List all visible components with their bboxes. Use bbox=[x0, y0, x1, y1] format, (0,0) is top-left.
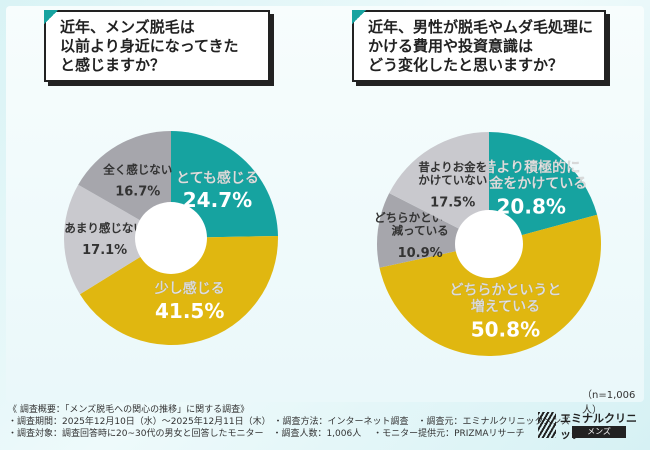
question-1-title: 近年、メンズ脱毛は 以前より身近になってきた と感じますか？ bbox=[44, 10, 270, 82]
slice-value-label: 24.7% bbox=[183, 188, 252, 212]
slice-value-label: 17.5% bbox=[430, 196, 475, 211]
slice-category-label: 増えている bbox=[471, 298, 540, 315]
donut-hole bbox=[455, 210, 523, 278]
donut-hole bbox=[135, 202, 207, 274]
logo: エミナルクリニック メンズ bbox=[538, 410, 638, 444]
slice-category-label: とても感じる bbox=[176, 169, 259, 186]
slice-category-label: 昔よりお金を bbox=[418, 160, 487, 174]
slice-category-label: どちらかというと bbox=[449, 283, 561, 299]
logo-sub: メンズ bbox=[572, 426, 626, 438]
slice-value-label: 41.5% bbox=[155, 299, 224, 323]
slice bbox=[379, 214, 601, 356]
slice bbox=[171, 131, 278, 238]
sample-note: （n=1,006人） bbox=[582, 390, 636, 416]
slice-value-label: 17.1% bbox=[82, 243, 127, 258]
slice-category-label: 減っている bbox=[392, 224, 449, 238]
slice-value-label: 10.9% bbox=[398, 246, 443, 261]
question-2-title: 近年、男性が脱毛やムダ毛処理に かける費用や投資意識は どう変化したと思いますか… bbox=[352, 10, 606, 82]
logo-mark-icon bbox=[538, 412, 556, 438]
slice-category-label: かけていない bbox=[418, 173, 487, 187]
slice-category-label: 少し感じる bbox=[154, 280, 225, 297]
slice-category-label: 昔より積極的に bbox=[482, 159, 580, 176]
slice-value-label: 16.7% bbox=[115, 184, 160, 199]
slice bbox=[63, 184, 171, 295]
slice-value-label: 20.8% bbox=[497, 195, 566, 219]
slice-category-label: あまり感じない bbox=[64, 221, 145, 235]
slice-category-label: 全く感じない bbox=[102, 163, 172, 177]
slice-value-label: 50.8% bbox=[471, 317, 540, 341]
slice-category-label: お金をかけている bbox=[475, 175, 587, 192]
survey-footer: 《 調査概要：「メンズ脱毛への関心の推移」に関する調査》 ・調査期間：2025年… bbox=[8, 405, 570, 439]
slice bbox=[79, 235, 278, 345]
slice bbox=[489, 132, 598, 244]
slice bbox=[389, 132, 489, 244]
